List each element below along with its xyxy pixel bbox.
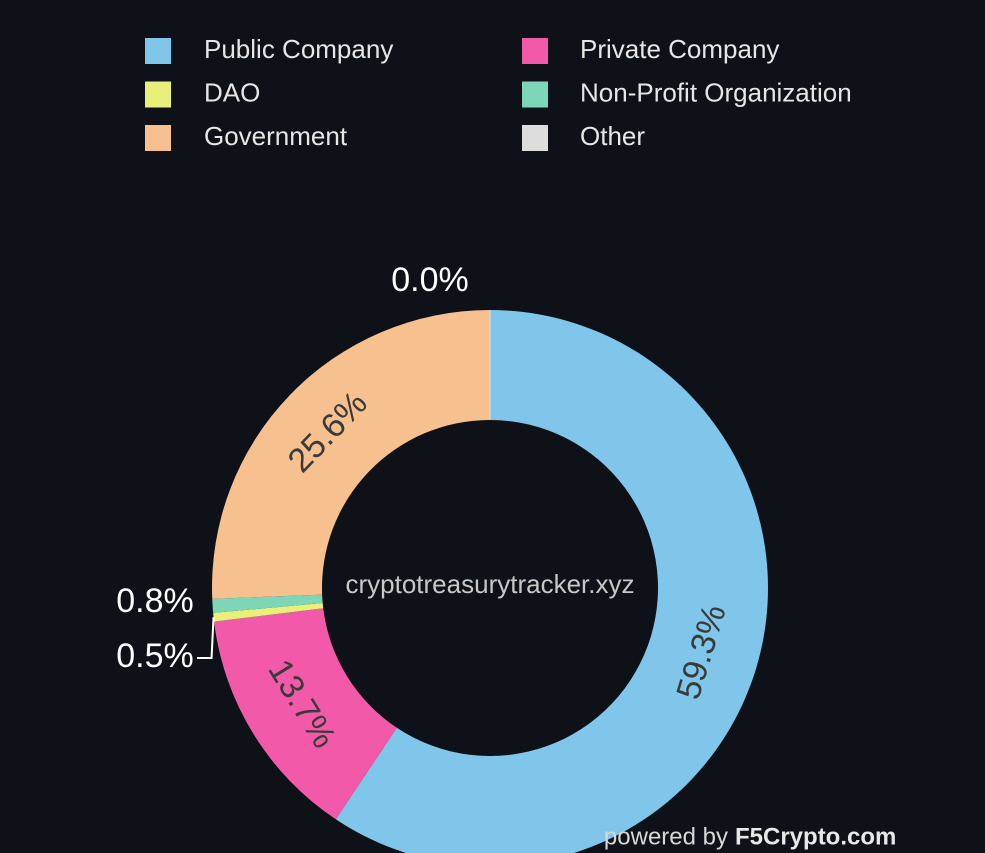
legend-swatch (522, 125, 548, 151)
donut-slice (214, 608, 397, 820)
legend-swatch (522, 81, 548, 108)
donut-slice (213, 603, 324, 622)
legend-swatch (522, 38, 548, 64)
footer: powered by (604, 823, 728, 850)
legend-label: Other (580, 121, 645, 151)
legend-swatch (145, 38, 171, 64)
legend-label: DAO (204, 77, 260, 107)
donut-slice (335, 310, 768, 853)
legend-label: Non-Profit Organization (580, 77, 852, 107)
donut-slice (212, 594, 323, 613)
slice-label: 0.0% (391, 261, 469, 299)
center-text: cryptotreasurytracker.xyz (346, 569, 635, 599)
legend-swatch (145, 81, 171, 108)
legend-swatch (145, 125, 171, 151)
slice-label: 0.5% (116, 637, 194, 675)
donut-slice (211, 310, 490, 599)
footer-brand: F5Crypto.com (735, 823, 896, 850)
legend-label: Government (204, 121, 348, 151)
legend-label: Private Company (580, 34, 779, 64)
leader-line (197, 617, 215, 659)
slice-label: 0.8% (116, 582, 194, 620)
legend-label: Public Company (204, 34, 393, 64)
